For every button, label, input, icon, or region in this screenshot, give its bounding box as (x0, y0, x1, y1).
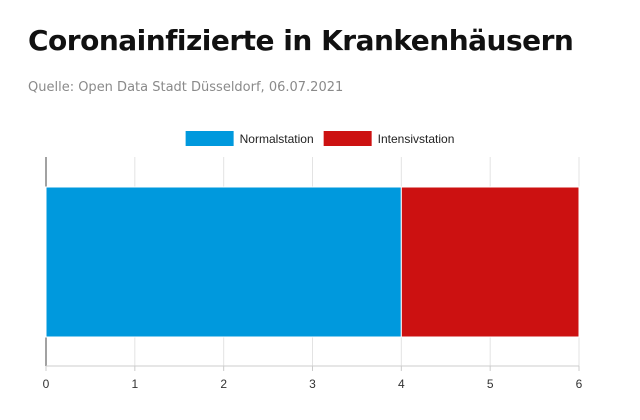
legend-swatch-intensivstation (323, 131, 372, 146)
x-tick-label: 2 (220, 377, 227, 391)
bar-intensivstation (400, 186, 580, 338)
x-tick-label: 5 (487, 377, 494, 391)
x-tick-label: 3 (309, 377, 316, 391)
legend-label-normalstation: Normalstation (240, 132, 314, 146)
x-tick-label: 6 (576, 377, 583, 391)
x-tick-label: 4 (398, 377, 405, 391)
x-tick-label: 0 (43, 377, 50, 391)
x-tick-label: 1 (131, 377, 138, 391)
legend-label-intensivstation: Intensivstation (378, 132, 455, 146)
bar-normalstation (45, 186, 402, 338)
legend-swatch-normalstation (185, 131, 234, 146)
chart-title: Coronainfizierte in Krankenhäusern (28, 24, 574, 57)
chart-source: Quelle: Open Data Stadt Düsseldorf, 06.0… (28, 80, 344, 95)
